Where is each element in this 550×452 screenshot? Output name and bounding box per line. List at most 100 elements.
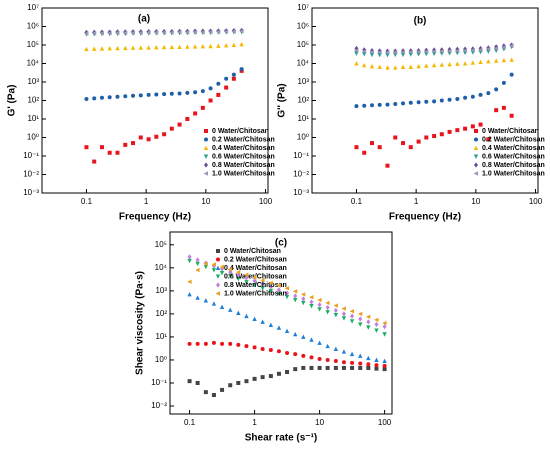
data-point: [293, 367, 298, 372]
legend-marker: [474, 129, 478, 133]
data-point: [317, 297, 322, 303]
data-point: [350, 313, 355, 319]
data-point: [92, 96, 97, 101]
y-tick-label: 10¹: [155, 332, 167, 341]
data-point: [366, 319, 371, 325]
x-tick-label: 1: [414, 197, 419, 206]
data-point: [416, 139, 421, 144]
y-tick-label: 10²: [155, 309, 167, 318]
panel-title: (b): [414, 16, 427, 27]
data-point: [366, 355, 371, 361]
data-point: [424, 99, 429, 104]
data-point: [208, 43, 213, 49]
data-point: [354, 145, 359, 150]
data-point: [478, 122, 483, 127]
data-point: [228, 273, 233, 279]
legend-label: 0.2 Water/Chitosan: [212, 136, 275, 143]
x-axis-label: Shear rate (s⁻¹): [245, 433, 318, 444]
data-point: [431, 49, 437, 54]
data-point: [362, 150, 367, 155]
data-point: [244, 344, 249, 349]
data-point: [84, 31, 89, 36]
data-point: [131, 141, 136, 146]
data-point: [200, 89, 205, 94]
data-point: [268, 288, 274, 294]
data-point: [115, 45, 120, 51]
legend-label: 0.6 Water/Chitosan: [482, 153, 545, 160]
data-point: [208, 29, 213, 35]
data-point: [107, 45, 112, 51]
data-point: [341, 311, 346, 317]
data-point: [193, 111, 198, 116]
data-point: [115, 94, 120, 99]
data-point: [146, 30, 151, 35]
data-point: [252, 376, 257, 381]
data-point: [382, 367, 387, 372]
data-point: [374, 317, 379, 323]
data-point: [301, 296, 306, 302]
data-point: [432, 99, 437, 104]
data-point: [400, 64, 406, 69]
y-tick-label: 10¹: [27, 114, 39, 123]
data-point: [385, 50, 390, 55]
data-point: [177, 44, 182, 49]
y-tick-label: 10⁴: [155, 263, 168, 272]
data-point: [349, 309, 355, 314]
y-tick-label: 10⁵: [27, 40, 39, 49]
data-point: [317, 307, 322, 312]
data-point: [463, 126, 468, 131]
legend-marker: [473, 145, 479, 150]
data-point: [220, 387, 225, 392]
data-point: [244, 313, 249, 319]
data-point: [236, 310, 241, 315]
data-point: [177, 30, 182, 35]
data-point: [408, 145, 413, 150]
data-point: [236, 380, 241, 385]
data-point: [195, 257, 200, 263]
data-point: [317, 302, 322, 308]
data-point: [382, 324, 387, 330]
data-point: [184, 30, 190, 35]
data-point: [393, 101, 398, 106]
data-point: [369, 141, 374, 146]
data-point: [325, 357, 330, 362]
data-point: [224, 85, 229, 90]
y-tick-label: 10⁻²: [293, 170, 309, 179]
legend-marker: [203, 154, 209, 159]
data-point: [161, 44, 167, 50]
data-point: [408, 100, 413, 105]
data-point: [349, 319, 355, 324]
data-point: [416, 47, 421, 54]
data-point: [107, 95, 112, 100]
data-point: [203, 264, 209, 270]
data-point: [195, 380, 200, 385]
data-point: [317, 340, 322, 345]
data-point: [236, 342, 241, 347]
data-point: [284, 294, 290, 300]
data-point: [301, 300, 306, 306]
x-tick-label: 100: [529, 197, 543, 206]
data-point: [317, 365, 322, 370]
legend-marker: [203, 145, 209, 150]
data-point: [354, 48, 359, 53]
data-point: [325, 343, 330, 349]
data-point: [276, 283, 281, 288]
data-point: [200, 29, 205, 35]
legend-label: 0 Water/Chitosan: [224, 248, 281, 255]
data-point: [374, 321, 379, 327]
data-point: [211, 301, 217, 306]
data-point: [285, 351, 290, 356]
data-point: [501, 43, 506, 49]
data-point: [115, 150, 120, 155]
data-point: [187, 279, 192, 284]
data-point: [252, 278, 257, 284]
data-point: [509, 113, 514, 118]
data-point: [385, 48, 390, 54]
data-point: [509, 57, 514, 62]
data-point: [358, 365, 363, 370]
data-point: [341, 365, 346, 370]
data-point: [309, 304, 314, 309]
legend-label: 0.8 Water/Chitosan: [224, 282, 287, 289]
data-point: [244, 379, 249, 384]
data-point: [115, 30, 120, 36]
